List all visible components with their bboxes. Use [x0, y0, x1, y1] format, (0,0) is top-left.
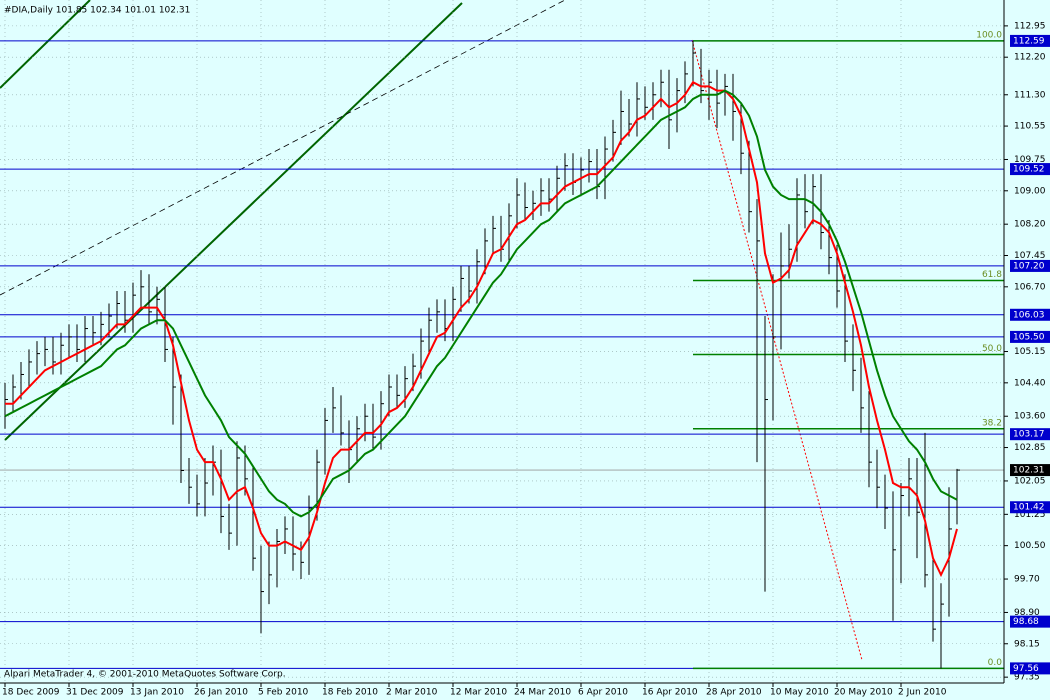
y-tick-label: 106.70 [1014, 282, 1046, 292]
fib-label: 50.0 [982, 344, 1002, 354]
level-label-box [1010, 662, 1050, 675]
x-tick-label: 18 Feb 2010 [322, 688, 378, 698]
level-label: 97.56 [1013, 664, 1039, 674]
level-label: 105.50 [1013, 332, 1045, 342]
y-tick-label: 108.20 [1014, 220, 1046, 230]
y-tick-label: 107.45 [1014, 251, 1046, 261]
fib-label: 0.0 [988, 658, 1003, 668]
level-label: 112.59 [1013, 36, 1045, 46]
x-tick-label: 20 May 2010 [834, 688, 893, 698]
moving-average [4, 89, 958, 518]
trendline [691, 39, 863, 661]
trendline [4, 2, 463, 441]
level-label: 106.03 [1013, 310, 1045, 320]
x-tick-label: 12 Mar 2010 [450, 688, 507, 698]
level-label-box [1010, 615, 1050, 628]
y-tick-label: 104.40 [1014, 378, 1046, 388]
level-label: 109.52 [1013, 165, 1045, 175]
y-tick-label: 98.90 [1014, 608, 1040, 618]
x-tick-label: 2 Mar 2010 [386, 688, 438, 698]
trendline [0, 0, 91, 89]
level-label-box [1010, 259, 1050, 272]
y-tick-label: 103.60 [1014, 412, 1046, 422]
footer: Alpari MetaTrader 4, © 2001-2010 MetaQuo… [4, 670, 286, 680]
y-tick-label: 110.55 [1014, 122, 1046, 132]
x-tick-label: 2 Jun 2010 [898, 688, 947, 698]
level-label: 107.20 [1013, 261, 1045, 271]
y-tick-label: 102.85 [1014, 443, 1046, 453]
y-tick-label: 109.75 [1014, 155, 1046, 165]
level-label-box [1010, 428, 1050, 441]
fib-label: 100.0 [976, 30, 1002, 40]
x-tick-label: 10 May 2010 [770, 688, 829, 698]
level-label: 101.42 [1013, 503, 1045, 513]
x-tick-label: 26 Jan 2010 [194, 688, 248, 698]
fib-label: 38.2 [982, 418, 1002, 428]
x-tick-label: 13 Jan 2010 [130, 688, 184, 698]
level-label: 103.17 [1013, 430, 1045, 440]
current-price-box [1010, 464, 1050, 477]
y-tick-label: 111.30 [1014, 90, 1046, 100]
x-tick-label: 5 Feb 2010 [258, 688, 309, 698]
y-tick-label: 100.50 [1014, 541, 1046, 551]
current-price-label: 102.31 [1013, 466, 1045, 476]
x-tick-label: 16 Apr 2010 [642, 688, 698, 698]
y-tick-label: 105.15 [1014, 347, 1046, 357]
x-tick-label: 31 Dec 2009 [66, 688, 124, 698]
x-tick-label: 28 Apr 2010 [706, 688, 762, 698]
level-label-box [1010, 501, 1050, 514]
y-tick-label: 109.00 [1014, 186, 1046, 196]
level-label-box [1010, 34, 1050, 47]
fib-label: 61.8 [982, 270, 1002, 280]
y-tick-label: 101.25 [1014, 510, 1046, 520]
level-label-box [1010, 330, 1050, 343]
y-tick-label: 112.20 [1014, 53, 1046, 63]
y-tick-label: 98.15 [1014, 639, 1040, 649]
moving-average [5, 80, 958, 578]
y-tick-label: 112.95 [1014, 21, 1046, 31]
y-tick-label: 102.05 [1014, 476, 1046, 486]
x-tick-label: 24 Mar 2010 [514, 688, 571, 698]
trendline [0, 0, 566, 296]
x-tick-label: 18 Dec 2009 [2, 688, 60, 698]
chart-title: #DIA,Daily 101.85 102.34 101.01 102.31 [4, 6, 190, 16]
plot-area [0, 0, 1004, 683]
level-label: 98.68 [1013, 617, 1039, 627]
y-tick-label: 97.35 [1014, 673, 1040, 683]
level-label-box [1010, 308, 1050, 321]
x-tick-label: 6 Apr 2010 [578, 688, 628, 698]
level-label-box [1010, 163, 1050, 176]
y-tick-label: 99.70 [1014, 575, 1040, 585]
